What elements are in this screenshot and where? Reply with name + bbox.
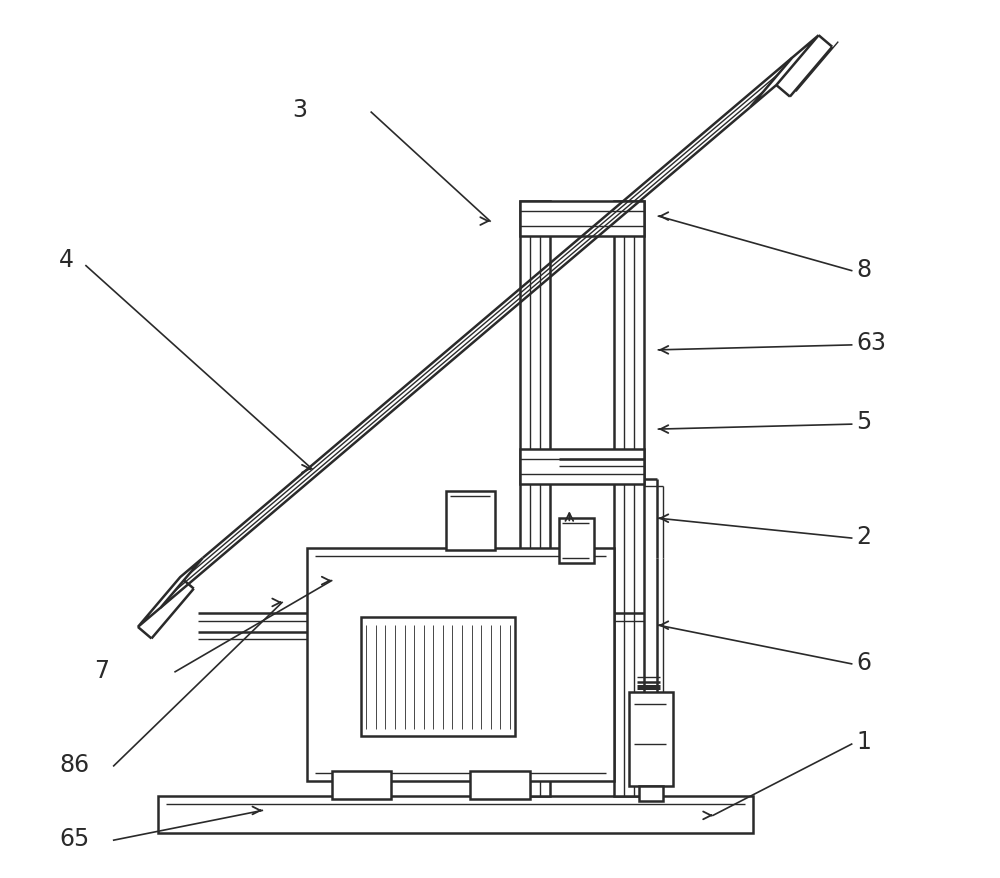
Bar — [520, 202, 644, 237]
Bar — [639, 786, 663, 801]
Text: 5: 5 — [857, 410, 872, 434]
Polygon shape — [138, 558, 203, 627]
Text: 63: 63 — [857, 330, 887, 355]
Polygon shape — [750, 36, 819, 108]
Text: 86: 86 — [59, 752, 89, 776]
Bar — [614, 202, 644, 795]
Bar — [520, 450, 644, 484]
Bar — [307, 549, 614, 781]
Text: 3: 3 — [292, 98, 307, 122]
Text: 7: 7 — [94, 658, 109, 682]
Text: 4: 4 — [59, 248, 74, 271]
Text: 8: 8 — [857, 257, 872, 281]
Text: 2: 2 — [857, 524, 872, 549]
Bar — [559, 519, 594, 563]
Text: 1: 1 — [857, 730, 871, 753]
Text: 65: 65 — [59, 826, 89, 850]
Bar — [361, 617, 515, 737]
Bar — [470, 771, 530, 799]
Bar — [332, 771, 391, 799]
Bar — [158, 795, 753, 833]
Bar — [446, 491, 495, 551]
Bar — [629, 692, 673, 786]
Bar — [520, 202, 550, 795]
Text: 6: 6 — [857, 650, 872, 674]
